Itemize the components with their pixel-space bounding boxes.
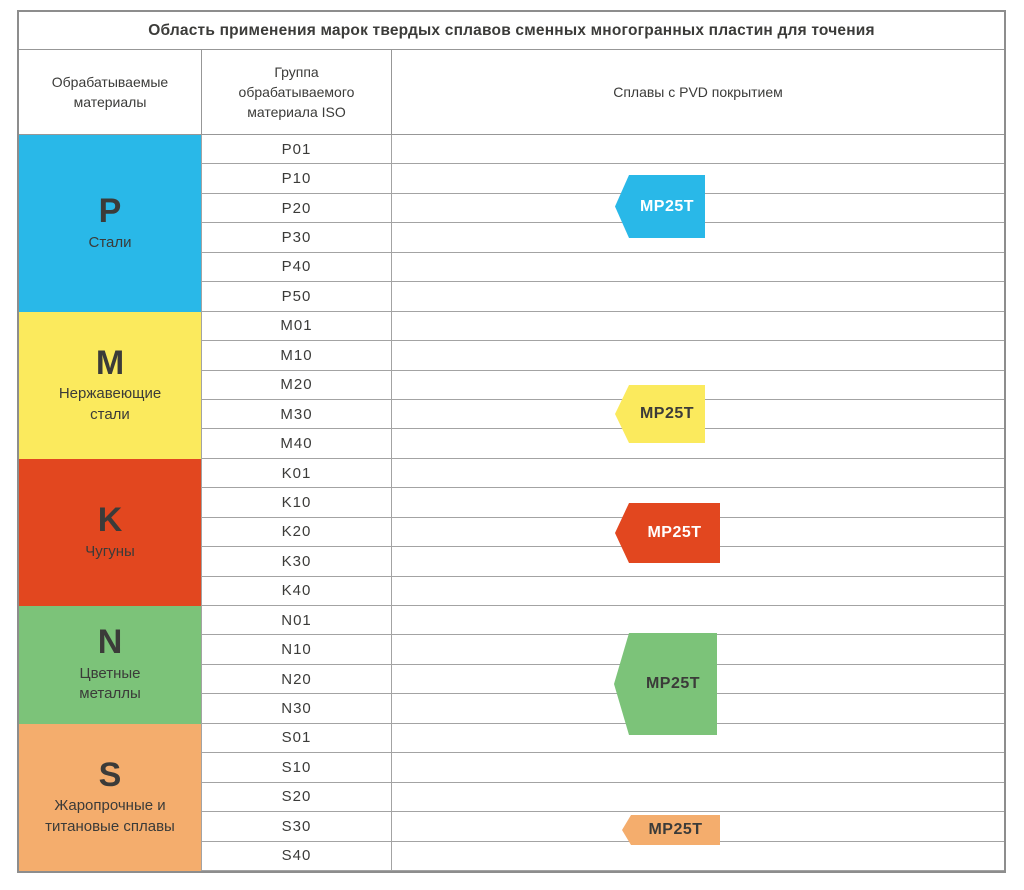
iso-code-P01: P01 xyxy=(202,135,392,164)
iso-code-K40: K40 xyxy=(202,576,392,605)
material-group-P: P Стали xyxy=(19,135,201,312)
iso-code-S40: S40 xyxy=(202,841,392,870)
material-group-letter-P: P xyxy=(98,191,122,230)
iso-row-K30: K30 xyxy=(202,547,1004,577)
header-iso-group-label: Группа обрабатываемого материала ISO xyxy=(238,63,355,121)
grade-marker-N: MP25T xyxy=(614,633,717,735)
pvd-cell-M10 xyxy=(392,341,1004,369)
pvd-cell-P01 xyxy=(392,135,1004,163)
iso-row-M10: M10 xyxy=(202,341,1004,371)
material-group-name-K: Чугуны xyxy=(85,542,135,560)
pvd-cell-P40 xyxy=(392,253,1004,281)
table-title: Область применения марок твердых сплавов… xyxy=(19,12,1004,50)
material-group-K: K Чугуны xyxy=(19,458,201,606)
iso-row-P10: P10 xyxy=(202,164,1004,194)
iso-row-K40: K40 xyxy=(202,576,1004,606)
iso-row-M40: M40 xyxy=(202,429,1004,459)
iso-code-K30: K30 xyxy=(202,547,392,576)
iso-row-K01: K01 xyxy=(202,458,1004,489)
application-table: Область применения марок твердых сплавов… xyxy=(17,10,1006,873)
iso-row-N30: N30 xyxy=(202,694,1004,724)
pvd-cell-S20 xyxy=(392,783,1004,811)
material-group-name-M: Нержавеющие стали xyxy=(58,385,162,423)
iso-code-K10: K10 xyxy=(202,488,392,517)
iso-row-K20: K20 xyxy=(202,517,1004,548)
grade-marker-K: MP25T xyxy=(615,503,720,563)
iso-code-M20: M20 xyxy=(202,370,392,399)
iso-row-P50: P50 xyxy=(202,282,1004,312)
header-iso-group: Группа обрабатываемого материала ISO xyxy=(202,50,392,134)
iso-row-N01: N01 xyxy=(202,606,1004,636)
iso-row-P30: P30 xyxy=(202,223,1004,253)
iso-row-M01: M01 xyxy=(202,311,1004,342)
table-body: P Стали M Нержавеющие стали K Чугуны N Цветные … xyxy=(19,135,1004,871)
iso-code-M01: M01 xyxy=(202,311,392,341)
iso-row-P20: P20 xyxy=(202,193,1004,224)
iso-row-N20: N20 xyxy=(202,664,1004,695)
iso-code-P50: P50 xyxy=(202,282,392,311)
material-group-letter-M: M xyxy=(95,343,125,382)
materials-column: P Стали M Нержавеющие стали K Чугуны N Цветные … xyxy=(19,135,202,871)
iso-code-P30: P30 xyxy=(202,223,392,252)
grade-marker-M: MP25T xyxy=(615,385,705,443)
material-group-name-N: Цветные металлы xyxy=(79,664,141,703)
iso-row-M20: M20 xyxy=(202,370,1004,400)
iso-row-M30: M30 xyxy=(202,399,1004,430)
grade-marker-S: MP25T xyxy=(622,815,720,845)
iso-code-S10: S10 xyxy=(202,753,392,782)
iso-code-P40: P40 xyxy=(202,252,392,282)
material-group-S: S Жаропрочные и титановые сплавы xyxy=(19,723,201,871)
pvd-cell-M01 xyxy=(392,312,1004,340)
iso-code-S30: S30 xyxy=(202,812,392,841)
pvd-cell-K01 xyxy=(392,459,1004,487)
material-group-M: M Нержавеющие стали xyxy=(19,311,201,459)
material-group-name-S: Жаропрочные и титановые сплавы xyxy=(45,797,175,835)
material-group-letter-S: S xyxy=(98,755,122,794)
iso-row-K10: K10 xyxy=(202,488,1004,518)
material-group-letter-K: K xyxy=(97,500,123,539)
iso-code-P20: P20 xyxy=(202,193,392,223)
header-pvd-alloys: Сплавы с PVD покрытием xyxy=(392,50,1004,134)
iso-row-S40: S40 xyxy=(202,841,1004,871)
header-pvd-alloys-label: Сплавы с PVD покрытием xyxy=(613,83,783,100)
iso-code-K20: K20 xyxy=(202,517,392,547)
iso-code-N10: N10 xyxy=(202,635,392,664)
iso-code-M40: M40 xyxy=(202,429,392,458)
pvd-cell-S40 xyxy=(392,842,1004,870)
iso-row-S10: S10 xyxy=(202,753,1004,783)
iso-code-N20: N20 xyxy=(202,664,392,694)
iso-row-S20: S20 xyxy=(202,782,1004,813)
iso-code-N01: N01 xyxy=(202,606,392,635)
grade-marker-P: MP25T xyxy=(615,175,705,238)
iso-code-S20: S20 xyxy=(202,782,392,812)
material-group-name-P: Стали xyxy=(88,233,132,251)
header-materials-label: Обрабатываемые материалы xyxy=(51,73,169,110)
pvd-cell-P50 xyxy=(392,282,1004,310)
iso-row-P40: P40 xyxy=(202,252,1004,283)
iso-row-S30: S30 xyxy=(202,812,1004,842)
iso-code-P10: P10 xyxy=(202,164,392,193)
pvd-cell-K40 xyxy=(392,577,1004,605)
header-materials: Обрабатываемые материалы xyxy=(19,50,202,134)
material-group-N: N Цветные металлы xyxy=(19,606,201,724)
iso-code-N30: N30 xyxy=(202,694,392,723)
iso-row-S01: S01 xyxy=(202,723,1004,754)
material-group-letter-N: N xyxy=(97,623,123,662)
iso-code-M30: M30 xyxy=(202,399,392,429)
iso-code-S01: S01 xyxy=(202,723,392,753)
grid-area: P01 P10 P20 P30 P40 P50 M01 M10 M20 M30 M40 K01 K10 K… xyxy=(202,135,1004,871)
iso-row-P01: P01 xyxy=(202,135,1004,165)
iso-row-N10: N10 xyxy=(202,635,1004,665)
pvd-cell-S10 xyxy=(392,753,1004,781)
pvd-cell-N01 xyxy=(392,606,1004,634)
iso-code-M10: M10 xyxy=(202,341,392,370)
table-header-row: Обрабатываемые материалы Группа обрабаты… xyxy=(19,50,1004,135)
iso-code-K01: K01 xyxy=(202,458,392,488)
